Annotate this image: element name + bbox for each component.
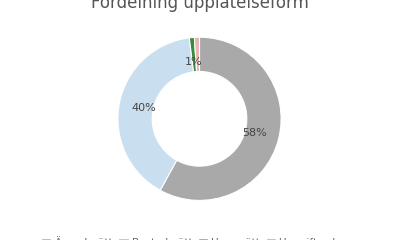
Wedge shape — [189, 37, 197, 72]
Text: 58%: 58% — [243, 128, 267, 138]
Wedge shape — [194, 37, 200, 72]
Wedge shape — [160, 37, 281, 200]
Title: Fördelning upplåtelseform: Fördelning upplåtelseform — [91, 0, 308, 12]
Text: 40%: 40% — [131, 103, 156, 113]
Legend: Äganderätt, Bostadsrätt, Hyresrätt, Uppgift saknas: Äganderätt, Bostadsrätt, Hyresrätt, Uppg… — [38, 232, 361, 240]
Wedge shape — [118, 38, 194, 190]
Text: 1%: 1% — [185, 57, 203, 67]
